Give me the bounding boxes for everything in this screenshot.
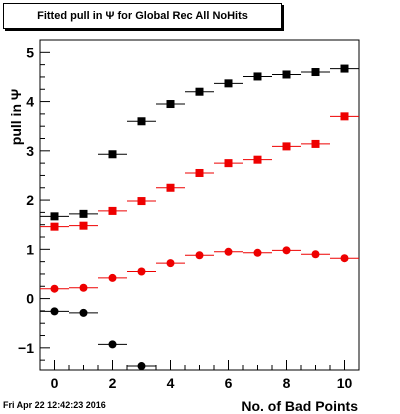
data-point-square	[108, 206, 117, 215]
data-point-circle	[311, 250, 320, 259]
x-tick-label: 2	[109, 375, 117, 391]
x-tick-label: 6	[225, 375, 233, 391]
data-point-square	[282, 70, 291, 79]
data-point-circle	[195, 251, 204, 260]
timestamp: Fri Apr 22 12:42:23 2016	[3, 400, 106, 410]
data-point-square	[224, 159, 233, 168]
y-tick-label: 0	[26, 291, 34, 307]
data-point-circle	[50, 284, 59, 293]
data-point-square	[195, 87, 204, 96]
y-tick-label: 3	[26, 143, 34, 159]
y-tick-label: −1	[18, 340, 34, 356]
data-point-circle	[79, 283, 88, 292]
x-tick-label: 4	[167, 375, 175, 391]
y-tick-label: 2	[26, 192, 34, 208]
data-point-circle	[137, 362, 146, 371]
data-point-square	[108, 150, 117, 159]
data-point-square	[282, 142, 291, 151]
data-point-square	[253, 155, 262, 164]
data-point-circle	[166, 259, 175, 268]
data-point-square	[166, 100, 175, 109]
data-point-circle	[137, 267, 146, 276]
data-point-square	[195, 168, 204, 177]
data-point-square	[340, 64, 349, 73]
data-point-circle	[108, 273, 117, 282]
axis-ticks: 0 2 4 6 8 10 −1 0 1 2 3 4 5	[18, 39, 360, 391]
data-point-square	[137, 197, 146, 206]
data-point-circle	[253, 248, 262, 257]
data-point-square	[253, 72, 262, 81]
x-tick-label: 0	[51, 375, 59, 391]
data-point-square	[50, 212, 59, 221]
data-point-circle	[79, 308, 88, 317]
data-point-square	[224, 79, 233, 88]
data-layer	[40, 64, 359, 371]
y-tick-label: 4	[26, 94, 34, 110]
data-point-circle	[340, 254, 349, 263]
data-point-square	[137, 117, 146, 126]
data-point-square	[311, 68, 320, 77]
data-point-square	[311, 139, 320, 148]
chart-title-box: Fitted pull in Ψ for Global Rec All NoHi…	[3, 3, 282, 29]
y-tick-label: 1	[26, 241, 34, 257]
data-point-square	[79, 221, 88, 230]
data-point-square	[166, 183, 175, 192]
data-point-circle	[224, 247, 233, 256]
data-point-circle	[50, 307, 59, 316]
data-point-circle	[282, 246, 291, 255]
x-tick-label: 10	[337, 375, 353, 391]
y-axis-title: pull in Ψ	[8, 89, 24, 145]
chart-title: Fitted pull in Ψ for Global Rec All NoHi…	[37, 10, 248, 22]
data-point-square	[50, 222, 59, 231]
data-point-square	[79, 209, 88, 218]
data-point-square	[340, 112, 349, 121]
x-tick-label: 8	[283, 375, 291, 391]
data-point-circle	[108, 340, 117, 349]
x-axis-title: No. of Bad Points	[241, 398, 358, 414]
y-tick-label: 5	[26, 44, 34, 60]
